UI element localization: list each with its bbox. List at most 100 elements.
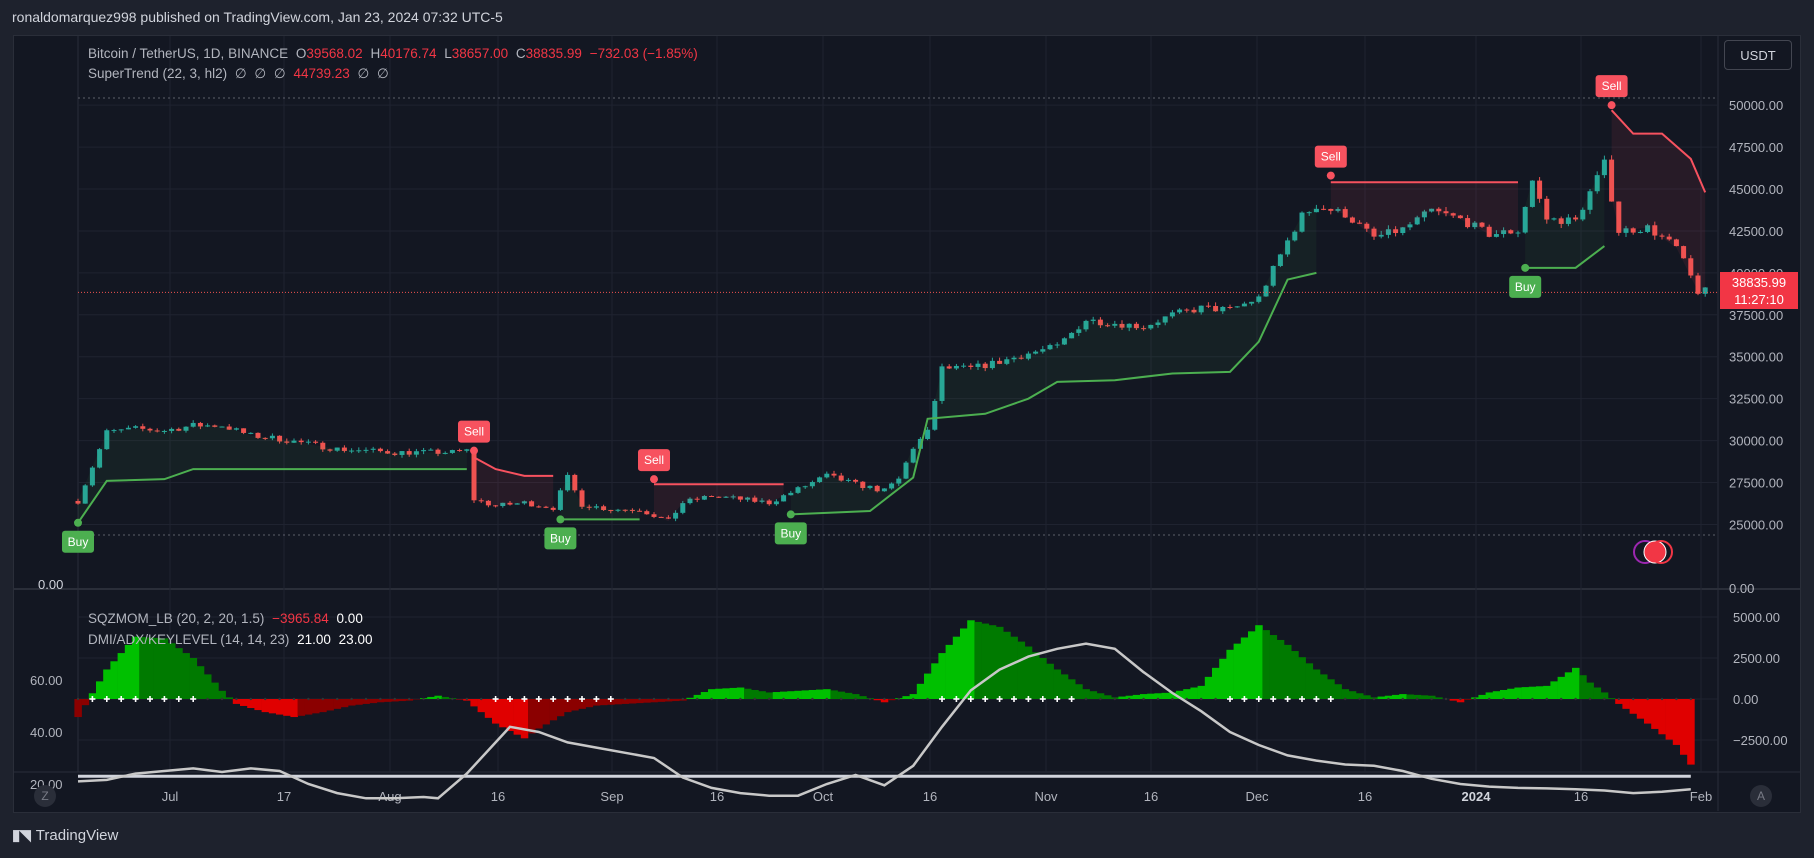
supertrend-line (1525, 245, 1606, 269)
buy-signal-dot (1521, 263, 1530, 272)
momentum-bar (1514, 687, 1522, 699)
candle-body (1479, 222, 1485, 227)
candle-body (982, 363, 988, 369)
candle-body (572, 474, 578, 491)
candle-body (788, 492, 794, 496)
ohlc-high-label: H (370, 46, 381, 61)
sqzmom-name[interactable]: SQZMOM_LB (20, 2, 20, 1.5) (88, 611, 265, 626)
squeeze-dot (1646, 697, 1649, 701)
candle-body (629, 509, 635, 511)
candle-body (1112, 323, 1118, 326)
momentum-bar (1284, 644, 1292, 699)
candle-body (1601, 159, 1607, 176)
momentum-bar (1039, 658, 1047, 699)
candle-body (399, 451, 405, 455)
bar-countdown: 11:27:10 (1734, 292, 1784, 307)
candle-body (370, 448, 376, 450)
candle-body (478, 500, 484, 502)
sell-signal-badge (1595, 75, 1628, 98)
momentum-bar (117, 653, 126, 699)
momentum-bar (974, 621, 982, 699)
momentum-bar (1636, 699, 1645, 719)
momentum-bar (1262, 630, 1270, 699)
momentum-bar (1082, 689, 1090, 699)
squeeze-dot (796, 697, 800, 701)
candle-body (730, 496, 736, 498)
candle-body (1047, 345, 1053, 350)
squeeze-dot (249, 697, 252, 701)
candle-body (1083, 320, 1089, 330)
chart-frame (13, 35, 1801, 813)
candle-body (1313, 208, 1319, 213)
candle-body (1076, 329, 1082, 333)
momentum-bar (340, 699, 349, 708)
tradingview-logo[interactable]: ▮◥ TradingView (12, 826, 118, 845)
momentum-bar (369, 699, 378, 704)
time-tick-label: 17 (277, 789, 291, 804)
momentum-bar (1406, 694, 1414, 699)
candle-body (845, 479, 851, 481)
momentum-bar (772, 692, 781, 699)
auto-scale-button[interactable]: A (1750, 785, 1772, 807)
candle-body (1616, 201, 1622, 233)
candle-body (356, 450, 362, 452)
time-tick-label: Jul (162, 789, 179, 804)
squeeze-dot (1344, 697, 1347, 701)
candle-body (860, 481, 866, 488)
candle-body (766, 500, 772, 505)
candle-body (579, 490, 585, 507)
momentum-bar (614, 699, 622, 705)
momentum-bar (1456, 699, 1465, 703)
candle-body (413, 451, 419, 455)
momentum-bar (621, 699, 630, 704)
buy-signal-dot (74, 518, 82, 527)
dmi-name[interactable]: DMI/ADX/KEYLEVEL (14, 14, 23) (88, 632, 290, 647)
candle-body (176, 428, 182, 431)
candle-body (1177, 309, 1183, 313)
symbol-name[interactable]: Bitcoin / TetherUS, 1D, BINANCE (88, 46, 289, 61)
supertrend-name[interactable]: SuperTrend (22, 3, hl2) (88, 66, 228, 81)
candle-body (1328, 208, 1334, 211)
supertrend-fill (78, 425, 467, 523)
candle-body (1349, 217, 1355, 223)
ohlc-open-label: O (295, 46, 307, 61)
squeeze-dot (1358, 697, 1361, 701)
candle-body (1551, 218, 1557, 220)
momentum-bar (103, 669, 111, 699)
candle-body (140, 426, 146, 429)
price-tick-label: 37500.00 (1729, 308, 1783, 323)
candle-body (241, 428, 247, 433)
time-tick-label: 16 (710, 789, 724, 804)
squeeze-dot (422, 697, 425, 701)
squeeze-dot (206, 697, 209, 701)
momentum-bar (686, 697, 694, 699)
candle-body (1141, 328, 1147, 330)
momentum-bar (787, 691, 795, 699)
momentum-bar (1579, 675, 1587, 699)
candle-body (1234, 306, 1240, 308)
momentum-bar (549, 699, 558, 721)
sell-signal-dot (1326, 171, 1335, 180)
price-tick-label: 32500.00 (1729, 392, 1783, 407)
momentum-bar (1140, 694, 1148, 699)
candle-body (205, 425, 211, 427)
momentum-bar (132, 636, 140, 699)
zoom-reset-button[interactable]: Z (34, 785, 56, 807)
candle-body (406, 451, 412, 455)
candle-body (874, 485, 880, 492)
candle-body (320, 442, 326, 450)
momentum-bar (146, 637, 154, 699)
supertrend-line (1610, 109, 1707, 193)
candle-body (169, 428, 175, 431)
momentum-bar (1435, 697, 1443, 699)
squeeze-dot (1416, 697, 1419, 701)
ohlc-close: 38835.99 (525, 46, 582, 61)
supertrend-fill (1611, 110, 1706, 292)
momentum-bar (715, 688, 723, 699)
currency-button[interactable]: USDT (1724, 40, 1792, 70)
momentum-bar (1665, 699, 1674, 740)
ohlc-low-label: L (444, 46, 452, 61)
momentum-bar (254, 699, 262, 711)
right-tick-label: −2500.00 (1733, 733, 1788, 748)
